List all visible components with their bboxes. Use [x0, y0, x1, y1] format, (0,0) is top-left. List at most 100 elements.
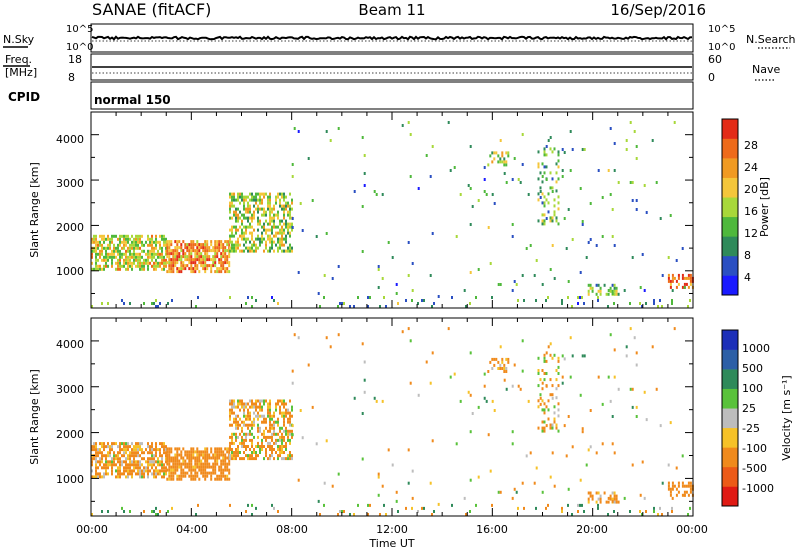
power-cell [206, 249, 209, 253]
velocity-cell [192, 474, 195, 478]
power-cell [251, 219, 253, 223]
velocity-cell [547, 399, 550, 403]
velocity-cell [216, 456, 219, 460]
velocity-cell [605, 500, 608, 504]
velocity-cell [607, 513, 609, 516]
velocity-cell [243, 438, 245, 442]
velocity-cell [275, 402, 277, 406]
velocity-cell [277, 438, 279, 442]
power-cell [165, 264, 167, 268]
power-cell [233, 213, 235, 217]
power-cell [214, 240, 217, 244]
power-cell [263, 192, 265, 196]
power-cell [117, 237, 119, 241]
power-cell [117, 246, 119, 250]
velocity-cell [281, 451, 283, 454]
velocity-cell [229, 417, 231, 421]
velocity-cell [133, 445, 135, 449]
velocity-cell [178, 462, 181, 466]
power-colorbar-swatch [722, 236, 738, 257]
power-cell [182, 240, 185, 244]
power-cell [231, 204, 233, 208]
power-cell [599, 289, 602, 293]
power-cell [249, 204, 251, 208]
velocity-cell [218, 468, 221, 472]
velocity-cell [243, 408, 245, 412]
velocity-cell [257, 411, 259, 415]
velocity-cell [174, 465, 177, 469]
velocity-cell [269, 454, 271, 458]
power-cell [218, 246, 221, 250]
velocity-cell [200, 450, 203, 454]
velocity-cell [253, 411, 255, 415]
power-cell [325, 130, 328, 133]
power-cell [681, 247, 684, 250]
velocity-cell [139, 442, 141, 446]
velocity-cell [161, 460, 163, 464]
velocity-cell [163, 463, 165, 467]
velocity-cell [143, 457, 145, 461]
velocity-cell [157, 460, 159, 464]
power-cell [216, 243, 219, 247]
velocity-cell [245, 417, 247, 421]
velocity-cell [111, 448, 113, 452]
velocity-cell [127, 463, 129, 467]
velocity-cell [214, 453, 217, 457]
power-cell [139, 264, 141, 268]
velocity-cell [111, 442, 113, 446]
power-cell [455, 235, 458, 238]
power-cell [226, 261, 229, 265]
velocity-cell [251, 454, 253, 458]
power-cell [103, 264, 105, 268]
velocity-cell [192, 447, 195, 451]
power-cell [159, 243, 161, 247]
power-cell [543, 201, 546, 205]
power-cell [231, 246, 233, 250]
power-cell [117, 261, 119, 265]
velocity-cell [168, 447, 171, 451]
power-cell [271, 243, 273, 247]
power-cell [186, 255, 189, 259]
velocity-cell [377, 475, 380, 479]
velocity-cell [595, 491, 598, 495]
power-colorbar-swatch [722, 255, 738, 276]
power-cell [235, 243, 237, 247]
power-cell [222, 243, 225, 247]
power-cell [587, 289, 590, 293]
velocity-cell [463, 496, 466, 500]
velocity-cell [247, 411, 249, 415]
power-cell [111, 252, 113, 256]
power-cell [196, 264, 199, 268]
power-cell [361, 205, 364, 208]
power-cell [109, 240, 111, 244]
power-cell [689, 279, 692, 283]
velocity-cell [127, 457, 129, 461]
velocity-cell [377, 472, 380, 476]
power-cell [411, 289, 414, 292]
velocity-cell [395, 490, 398, 494]
velocity-cell [459, 399, 462, 403]
power-cell [147, 261, 149, 265]
x-tick-label: 04:00 [176, 523, 208, 536]
power-cell [261, 231, 263, 235]
power-cell [178, 252, 181, 256]
power-cell [137, 255, 139, 259]
velocity-cell [109, 448, 111, 452]
velocity-cell [269, 399, 271, 403]
velocity-cell [208, 453, 211, 457]
velocity-cell [214, 459, 217, 463]
velocity-cell [233, 441, 235, 445]
power-colorbar-swatch [722, 138, 738, 159]
velocity-cell [505, 370, 508, 373]
power-cell [168, 258, 171, 262]
power-cell [228, 255, 231, 259]
velocity-cell [192, 465, 195, 469]
x-tick-label: 00:00 [76, 523, 108, 536]
x-tick-label: 12:00 [376, 523, 408, 536]
power-cell [163, 261, 165, 265]
power-cell [263, 237, 265, 241]
velocity-cell [231, 435, 233, 439]
power-cell [95, 234, 97, 238]
power-cell [103, 237, 105, 241]
velocity-cell [279, 411, 281, 415]
